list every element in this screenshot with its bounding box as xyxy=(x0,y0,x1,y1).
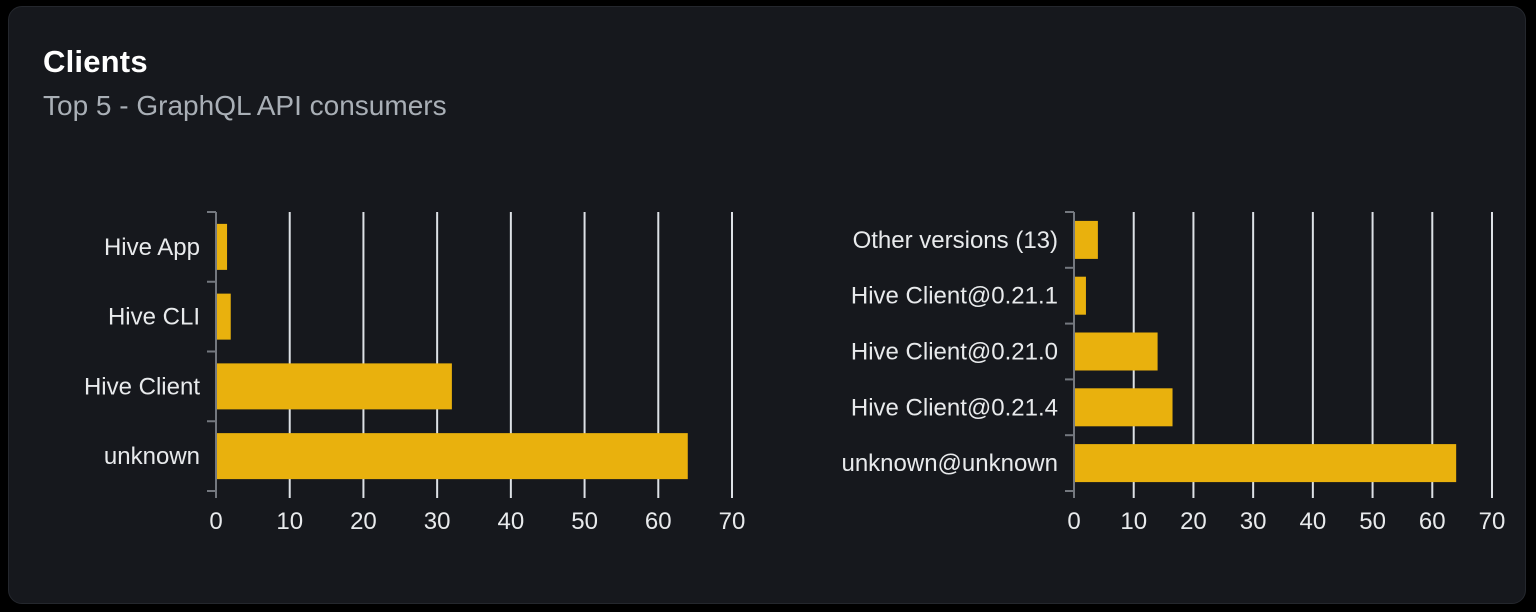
category-label: Hive CLI xyxy=(108,304,200,331)
category-label: Hive Client xyxy=(84,373,200,400)
bar[interactable] xyxy=(1075,444,1457,483)
bar[interactable] xyxy=(1075,220,1098,259)
x-tick-label: 10 xyxy=(276,508,303,535)
x-tick-label: 20 xyxy=(1180,508,1207,535)
clients-card: Clients Top 5 - GraphQL API consumers 0 1… xyxy=(8,6,1526,604)
category-label: Hive App xyxy=(104,234,200,261)
clients-by-version-bar-chart: 0 10 20 30 40 50 60 70 Other versions (13) Hive C… xyxy=(841,211,1506,535)
card-header: Clients Top 5 - GraphQL API consumers xyxy=(43,43,447,122)
category-label: unknown@unknown xyxy=(841,450,1058,477)
x-tick-label: 40 xyxy=(498,508,525,535)
page-title: Clients xyxy=(43,44,148,79)
bar[interactable] xyxy=(217,433,688,480)
category-label: Other versions (13) xyxy=(853,227,1058,254)
bar[interactable] xyxy=(1075,276,1086,315)
bar[interactable] xyxy=(217,293,231,340)
category-label: Hive Client@0.21.4 xyxy=(851,394,1058,421)
x-tick-label: 70 xyxy=(1479,508,1506,535)
clients-by-name-bar-chart: 0 10 20 30 40 50 60 70 Hive App Hive CLI Hive Clie… xyxy=(84,211,746,535)
x-tick-label: 60 xyxy=(645,508,672,535)
bar[interactable] xyxy=(1075,332,1158,371)
bar[interactable] xyxy=(217,363,452,410)
x-tick-label: 70 xyxy=(719,508,746,535)
x-tick-label: 10 xyxy=(1120,508,1147,535)
x-tick-label: 20 xyxy=(350,508,377,535)
category-label: Hive Client@0.21.0 xyxy=(851,339,1058,366)
page-subtitle: Top 5 - GraphQL API consumers xyxy=(43,89,447,121)
x-tick-label: 0 xyxy=(1067,508,1080,535)
x-tick-label: 60 xyxy=(1419,508,1446,535)
x-tick-label: 0 xyxy=(209,508,222,535)
bar[interactable] xyxy=(1075,388,1173,427)
x-tick-label: 30 xyxy=(1240,508,1267,535)
x-tick-label: 30 xyxy=(424,508,451,535)
x-tick-label: 50 xyxy=(1359,508,1386,535)
x-tick-label: 50 xyxy=(571,508,598,535)
category-label: Hive Client@0.21.1 xyxy=(851,283,1058,310)
bar[interactable] xyxy=(217,223,228,270)
x-tick-label: 40 xyxy=(1300,508,1327,535)
category-label: unknown xyxy=(104,443,200,470)
